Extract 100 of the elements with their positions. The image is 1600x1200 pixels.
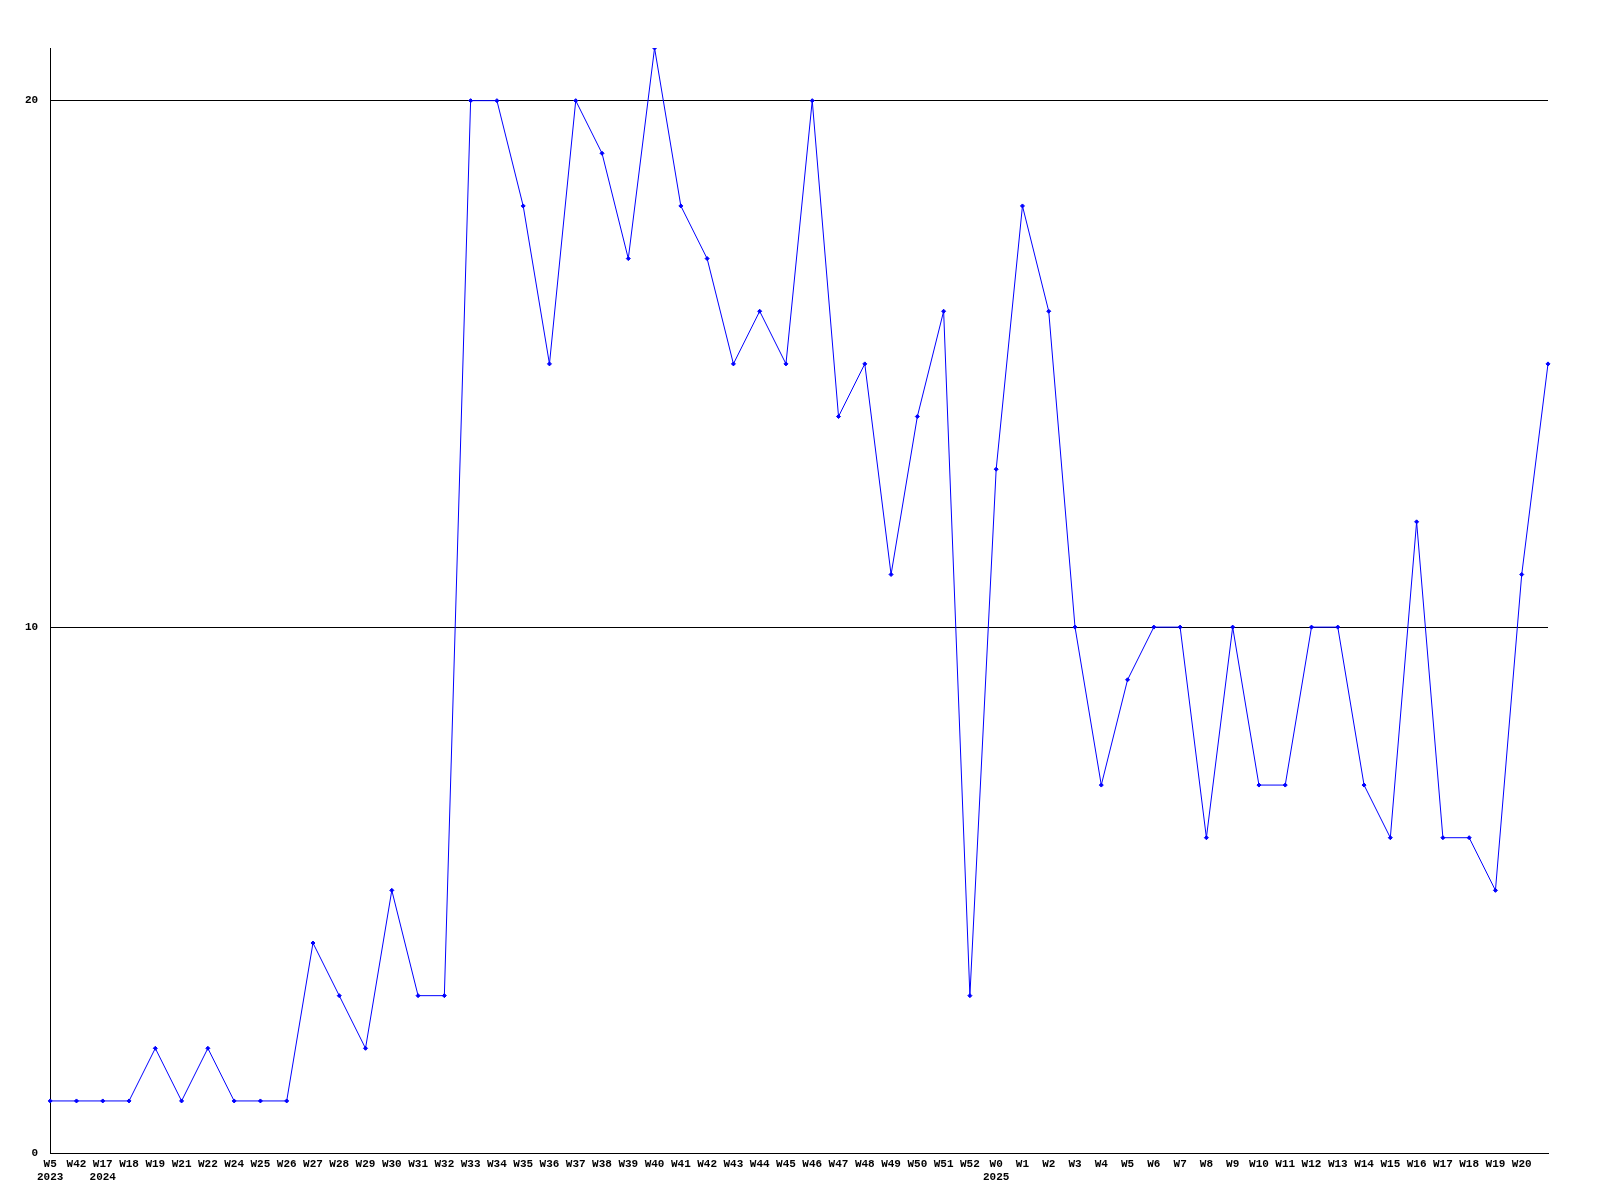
point: [179, 1098, 185, 1104]
point: [1282, 782, 1288, 788]
x-tick-label: W43: [723, 1157, 744, 1170]
point: [284, 1098, 290, 1104]
x-tick-label: W27: [303, 1157, 323, 1170]
point: [1046, 308, 1052, 314]
x-tick-label: W12: [1301, 1157, 1322, 1170]
x-tick-label: W15: [1380, 1157, 1401, 1170]
point: [967, 993, 973, 999]
point: [625, 256, 631, 262]
x-tick-label: W49: [881, 1157, 901, 1170]
point: [494, 98, 500, 104]
x-tick-label: W17: [1432, 1157, 1453, 1170]
point: [1177, 624, 1183, 630]
point: [205, 1045, 211, 1051]
x-tick-label: W48: [854, 1157, 876, 1170]
x-tick-label: W41: [670, 1157, 692, 1170]
x-tick-label: W40: [644, 1157, 665, 1170]
point: [415, 993, 421, 999]
point: [546, 361, 552, 367]
point: [520, 203, 526, 209]
x-tick-label: W5 2023: [37, 1157, 64, 1184]
point: [47, 1098, 53, 1104]
point: [862, 361, 868, 367]
x-tick-label: W42: [66, 1157, 87, 1170]
x-tick-label: W36: [539, 1157, 560, 1170]
point: [257, 1098, 263, 1104]
point: [389, 887, 395, 893]
point: [678, 203, 684, 209]
point: [1519, 571, 1525, 577]
x-tick-label: W14: [1354, 1157, 1375, 1170]
point: [1545, 361, 1551, 367]
x-tick-label: W47: [828, 1157, 849, 1170]
x-tick-label: W38: [592, 1157, 613, 1170]
x-tick-label: W25: [250, 1157, 271, 1170]
x-tick-label: W3: [1068, 1157, 1083, 1170]
x-tick-label: W19: [1485, 1157, 1506, 1170]
x-tick-label: W13: [1327, 1157, 1349, 1170]
point: [100, 1098, 106, 1104]
point: [836, 414, 842, 420]
x-tick-label: W31: [408, 1157, 429, 1170]
x-tick-label: W2: [1042, 1157, 1056, 1170]
point: [573, 98, 579, 104]
x-tick-label: W29: [355, 1157, 376, 1170]
point: [152, 1045, 158, 1051]
point: [888, 571, 894, 577]
x-tick-label: W22: [197, 1157, 218, 1170]
x-tick-label: W28: [329, 1157, 350, 1170]
point: [1309, 624, 1315, 630]
x-tick-label: W10: [1249, 1157, 1269, 1170]
point: [1098, 782, 1104, 788]
point: [730, 361, 736, 367]
x-tick-label: W39: [618, 1157, 639, 1170]
point: [1019, 203, 1025, 209]
point: [783, 361, 789, 367]
x-tick-label: W0 2025: [982, 1157, 1010, 1184]
point: [1230, 624, 1236, 630]
x-tick-label: W1: [1015, 1157, 1030, 1170]
point: [231, 1098, 237, 1104]
x-tick-label: W5: [1120, 1157, 1135, 1170]
x-tick-label: W44: [749, 1157, 770, 1170]
point: [468, 98, 474, 104]
x-tick-label: W35: [513, 1157, 534, 1170]
point: [1466, 835, 1472, 841]
x-tick-label: W17 2024: [89, 1157, 117, 1184]
x-tick-label: W52: [960, 1157, 980, 1170]
x-tick-label: W18: [1459, 1157, 1480, 1170]
point: [757, 308, 763, 314]
point: [914, 414, 920, 420]
x-tick-label: W7: [1173, 1157, 1187, 1170]
point: [704, 256, 710, 262]
point: [1387, 835, 1393, 841]
x-tick-label: W32: [434, 1157, 455, 1170]
y-tick-label: 0: [31, 1147, 39, 1160]
x-tick-label: W26: [276, 1157, 297, 1170]
y-tick-label: 10: [25, 620, 39, 633]
point: [1072, 624, 1078, 630]
x-tick-label: W19: [145, 1157, 166, 1170]
x-tick-label: W50: [907, 1157, 928, 1170]
point: [1203, 835, 1209, 841]
x-tick-label: W20: [1511, 1157, 1532, 1170]
x-tick-label: W9: [1226, 1157, 1240, 1170]
point: [363, 1045, 369, 1051]
x-tick-label: W30: [381, 1157, 402, 1170]
x-tick-label: W16: [1406, 1157, 1427, 1170]
point: [1256, 782, 1262, 788]
point: [809, 98, 815, 104]
x-tick-label: W37: [565, 1157, 586, 1170]
x-tick-label: W4: [1094, 1157, 1109, 1170]
point: [993, 466, 999, 472]
x-tick-label: W51: [933, 1157, 954, 1170]
x-tick-label: W45: [776, 1157, 797, 1170]
x-tick-label: W33: [460, 1157, 481, 1170]
point: [1125, 677, 1131, 683]
x-tick-label: W34: [487, 1157, 508, 1170]
point: [1440, 835, 1446, 841]
x-tick-label: W6: [1147, 1157, 1161, 1170]
point: [1414, 519, 1420, 525]
x-tick-label: W8: [1199, 1157, 1214, 1170]
point: [599, 150, 605, 156]
